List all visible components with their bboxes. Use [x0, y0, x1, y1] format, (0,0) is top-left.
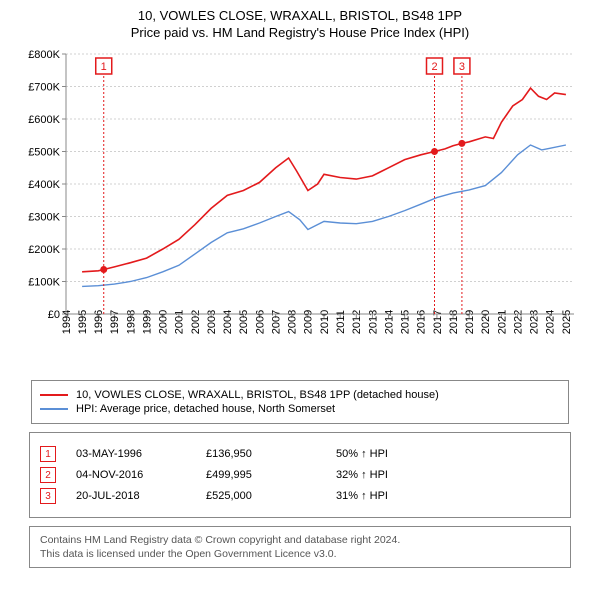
- svg-text:1997: 1997: [109, 310, 121, 334]
- svg-text:2007: 2007: [271, 310, 283, 334]
- svg-text:£800K: £800K: [28, 49, 60, 61]
- svg-text:3: 3: [459, 61, 465, 73]
- svg-text:£400K: £400K: [28, 179, 60, 191]
- svg-text:2010: 2010: [319, 310, 331, 334]
- event-date: 20-JUL-2018: [76, 490, 206, 502]
- chart-title-block: 10, VOWLES CLOSE, WRAXALL, BRISTOL, BS48…: [0, 0, 600, 44]
- svg-text:2002: 2002: [190, 310, 202, 334]
- svg-text:2016: 2016: [416, 310, 428, 334]
- event-price: £499,995: [206, 469, 336, 481]
- event-marker-box: 2: [40, 467, 56, 483]
- svg-text:1994: 1994: [61, 310, 73, 334]
- svg-text:2021: 2021: [496, 310, 508, 334]
- svg-text:2001: 2001: [174, 310, 186, 334]
- svg-text:2005: 2005: [238, 310, 250, 334]
- svg-text:1999: 1999: [141, 310, 153, 334]
- svg-text:2022: 2022: [512, 310, 524, 334]
- event-date: 03-MAY-1996: [76, 448, 206, 460]
- legend-swatch: [40, 408, 68, 410]
- svg-text:2018: 2018: [448, 310, 460, 334]
- svg-text:£0: £0: [48, 309, 60, 321]
- svg-text:2020: 2020: [480, 310, 492, 334]
- svg-text:2009: 2009: [303, 310, 315, 334]
- svg-text:2013: 2013: [367, 310, 379, 334]
- svg-text:2017: 2017: [432, 310, 444, 334]
- legend-box: 10, VOWLES CLOSE, WRAXALL, BRISTOL, BS48…: [31, 380, 569, 424]
- svg-text:2012: 2012: [351, 310, 363, 334]
- event-price: £136,950: [206, 448, 336, 460]
- event-pct: 31% ↑ HPI: [336, 490, 388, 502]
- svg-text:£500K: £500K: [28, 147, 60, 159]
- event-pct: 32% ↑ HPI: [336, 469, 388, 481]
- svg-text:2019: 2019: [464, 310, 476, 334]
- svg-text:£200K: £200K: [28, 244, 60, 256]
- event-row: 1 03-MAY-1996£136,95050% ↑ HPI: [40, 446, 560, 462]
- legend-swatch: [40, 394, 68, 396]
- footer-line1: Contains HM Land Registry data © Crown c…: [40, 533, 560, 547]
- event-price: £525,000: [206, 490, 336, 502]
- event-date: 04-NOV-2016: [76, 469, 206, 481]
- svg-text:£100K: £100K: [28, 277, 60, 289]
- event-row: 3 20-JUL-2018£525,00031% ↑ HPI: [40, 488, 560, 504]
- chart-title-line1: 10, VOWLES CLOSE, WRAXALL, BRISTOL, BS48…: [0, 8, 600, 23]
- event-row: 2 04-NOV-2016£499,99532% ↑ HPI: [40, 467, 560, 483]
- footer-attribution: Contains HM Land Registry data © Crown c…: [29, 526, 571, 568]
- svg-text:2024: 2024: [545, 310, 557, 334]
- svg-text:2008: 2008: [287, 310, 299, 334]
- svg-text:2015: 2015: [400, 310, 412, 334]
- footer-line2: This data is licensed under the Open Gov…: [40, 547, 560, 561]
- events-table: 1 03-MAY-1996£136,95050% ↑ HPI 2 04-NOV-201…: [29, 432, 571, 518]
- svg-text:1: 1: [101, 61, 107, 73]
- svg-text:2004: 2004: [222, 310, 234, 334]
- event-marker-box: 3: [40, 488, 56, 504]
- chart-area: £0 £100K £200K £300K £400K £500K £600K £700K £80…: [10, 44, 590, 374]
- line-chart-svg: £0 £100K £200K £300K £400K £500K £600K £700K £80…: [10, 44, 590, 374]
- svg-text:£700K: £700K: [28, 82, 60, 94]
- svg-text:£300K: £300K: [28, 212, 60, 224]
- legend-item: 10, VOWLES CLOSE, WRAXALL, BRISTOL, BS48…: [40, 389, 560, 401]
- svg-text:2023: 2023: [529, 310, 541, 334]
- legend-label: 10, VOWLES CLOSE, WRAXALL, BRISTOL, BS48…: [76, 389, 439, 401]
- event-pct: 50% ↑ HPI: [336, 448, 388, 460]
- svg-text:2006: 2006: [254, 310, 266, 334]
- legend-label: HPI: Average price, detached house, Nort…: [76, 403, 335, 415]
- svg-text:1998: 1998: [125, 310, 137, 334]
- chart-title-line2: Price paid vs. HM Land Registry's House …: [0, 25, 600, 40]
- svg-text:2003: 2003: [206, 310, 218, 334]
- legend-item: HPI: Average price, detached house, Nort…: [40, 403, 560, 415]
- svg-text:£600K: £600K: [28, 114, 60, 126]
- svg-text:2014: 2014: [383, 310, 395, 334]
- svg-text:2: 2: [431, 61, 437, 73]
- svg-text:1995: 1995: [77, 310, 89, 334]
- svg-text:2000: 2000: [158, 310, 170, 334]
- event-marker-box: 1: [40, 446, 56, 462]
- svg-text:2025: 2025: [561, 310, 573, 334]
